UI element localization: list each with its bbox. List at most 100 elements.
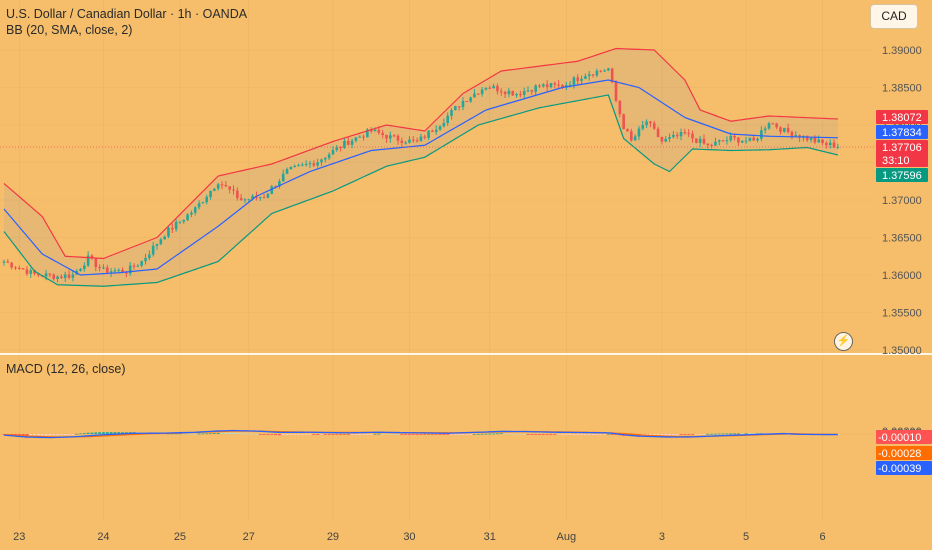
candle-body xyxy=(794,135,798,137)
candle-body xyxy=(362,136,365,138)
price-tick-label: 1.39000 xyxy=(882,45,922,57)
candle-body xyxy=(587,74,591,77)
histogram-bar xyxy=(656,434,660,436)
candle-body xyxy=(308,163,312,165)
candle-body xyxy=(503,92,507,95)
candle-body xyxy=(584,76,587,79)
candle-body xyxy=(836,147,840,149)
histogram-bar xyxy=(335,434,339,435)
symbol-title[interactable]: U.S. Dollar / Canadian Dollar · 1h · OAN… xyxy=(6,7,248,21)
macd-indicator-label[interactable]: MACD (12, 26, close) xyxy=(6,362,126,376)
histogram-bar xyxy=(186,433,189,435)
candle-body xyxy=(507,90,511,95)
price-label-tag xyxy=(876,125,928,139)
lightning-icon[interactable]: ⚡ xyxy=(834,332,853,351)
histogram-bar xyxy=(102,432,105,434)
candle-body xyxy=(423,136,427,138)
histogram-bar xyxy=(121,432,124,434)
candle-body xyxy=(216,184,220,189)
histogram-bar xyxy=(289,434,293,435)
candle-body xyxy=(186,214,189,221)
histogram-bar xyxy=(664,434,668,436)
histogram-bar xyxy=(534,434,538,435)
candle-body xyxy=(568,84,572,86)
candle-body xyxy=(247,199,251,201)
time-axis[interactable]: 23 24 25 27 29 30 31 Aug 3 5 6 xyxy=(13,531,825,543)
candle-body xyxy=(213,188,216,191)
histogram-bar xyxy=(243,433,247,435)
bb-indicator-label[interactable]: BB (20, SMA, close, 2) xyxy=(6,23,133,37)
histogram-bar xyxy=(201,433,205,435)
candle-body xyxy=(714,141,717,146)
histogram-bar xyxy=(358,434,362,435)
histogram-bar xyxy=(694,434,698,435)
bb-upper-line xyxy=(3,47,838,260)
histogram-bar xyxy=(561,434,564,435)
candle-body xyxy=(21,268,25,270)
candle-body xyxy=(683,131,687,134)
candle-body xyxy=(262,197,266,199)
candle-body xyxy=(155,244,159,246)
time-tick-label: 6 xyxy=(819,531,825,543)
histogram-bar xyxy=(82,433,86,434)
price-label-text: 1.37834 xyxy=(882,127,922,139)
histogram-bar xyxy=(220,433,224,434)
candle-body xyxy=(779,127,782,132)
histogram-bar xyxy=(545,434,549,435)
candle-body xyxy=(209,190,212,197)
histogram-bar xyxy=(385,433,388,435)
histogram-bar xyxy=(442,434,446,435)
candle-body xyxy=(660,137,664,142)
histogram-bar xyxy=(396,433,400,435)
macd-label-tag xyxy=(876,461,932,475)
price-tick-label: 1.35500 xyxy=(882,308,922,320)
candle-body xyxy=(813,138,817,143)
histogram-bar xyxy=(431,434,434,435)
candle-body xyxy=(480,89,484,94)
candle-body xyxy=(515,94,518,96)
time-tick-label: 31 xyxy=(484,531,496,543)
histogram-bar xyxy=(373,433,377,435)
candle-body xyxy=(752,137,755,141)
candle-body xyxy=(301,164,304,166)
candle-body xyxy=(630,131,633,141)
histogram-bar xyxy=(235,433,239,435)
candle-body xyxy=(25,269,29,274)
candle-body xyxy=(281,173,285,182)
histogram-bar xyxy=(671,434,675,435)
candle-body xyxy=(270,186,274,194)
bb-basis-line xyxy=(3,79,838,276)
price-axis[interactable]: 1.390001.385001.380001.375001.370001.365… xyxy=(882,45,925,444)
histogram-bar xyxy=(247,433,251,435)
histogram-bar xyxy=(530,434,534,435)
candle-body xyxy=(178,221,182,223)
histogram-bar xyxy=(457,434,461,435)
candle-body xyxy=(771,123,775,125)
histogram-bar xyxy=(274,434,277,436)
histogram-bar xyxy=(721,433,725,435)
histogram-bar xyxy=(262,434,266,435)
histogram-bar xyxy=(251,433,255,435)
candle-body xyxy=(335,147,339,150)
candle-body xyxy=(821,139,824,144)
price-label-tag xyxy=(876,140,928,154)
currency-button[interactable]: CAD xyxy=(870,4,918,29)
histogram-bar xyxy=(308,434,312,435)
histogram-bar xyxy=(725,433,729,435)
candle-body xyxy=(717,140,721,142)
histogram-bar xyxy=(86,432,90,434)
macd-label-text: -0.00010 xyxy=(878,432,921,444)
candle-body xyxy=(392,135,396,137)
price-tick-label: 1.36500 xyxy=(882,233,922,245)
histogram-bar xyxy=(33,434,36,436)
candle-body xyxy=(400,140,404,143)
histogram-bar xyxy=(59,434,63,435)
candle-body xyxy=(190,212,193,215)
histogram-bar xyxy=(752,433,756,435)
time-tick-label: 25 xyxy=(174,531,186,543)
candle-body xyxy=(293,165,296,168)
candle-body xyxy=(595,70,599,76)
candle-body xyxy=(346,140,350,145)
histogram-bar xyxy=(266,434,270,435)
